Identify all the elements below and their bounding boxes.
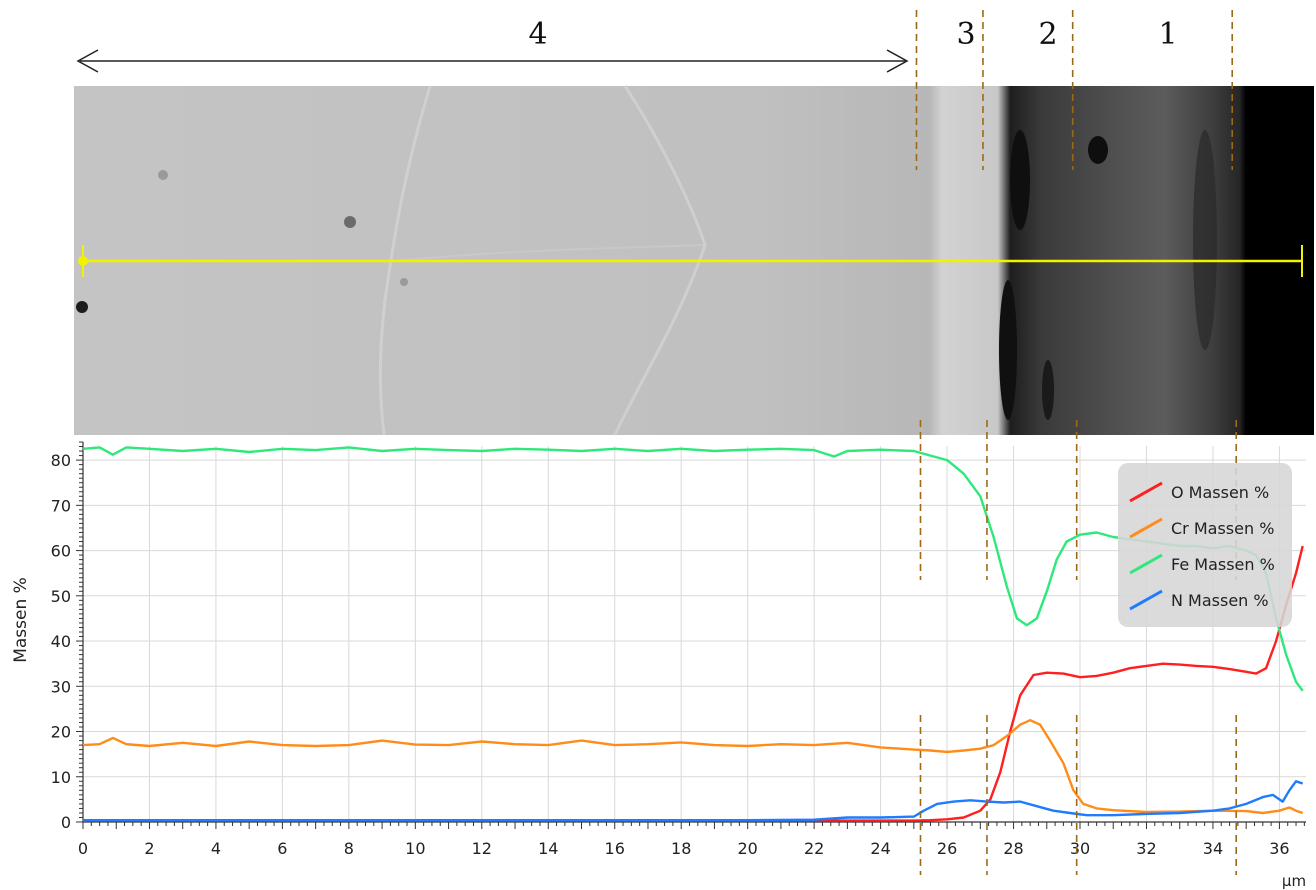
x-tick-label: 36: [1269, 839, 1289, 858]
chart-grid: [82, 446, 1306, 823]
legend-label-n: N Massen %: [1171, 591, 1269, 610]
pore-spot: [76, 301, 88, 313]
series-line-o: [83, 545, 1304, 822]
sem-micrograph: [74, 10, 1314, 436]
pore-spot: [158, 170, 168, 180]
y-tick-label: 40: [51, 632, 71, 651]
y-tick-label: 80: [51, 451, 71, 470]
chart-axes: 0 2 4 6 8 10 12 14 16 18 20 22 24 26 28 30 32 34 360102030…: [51, 441, 1306, 858]
legend-label-cr: Cr Massen %: [1171, 519, 1274, 538]
grain-boundary-cross: [384, 244, 706, 263]
x-tick-label: 30: [1070, 839, 1090, 858]
legend-label-o: O Massen %: [1171, 483, 1269, 502]
x-axis-label: µm: [1282, 872, 1306, 890]
zone-label-1: 1: [1158, 17, 1177, 52]
zone-label-4: 4: [528, 17, 547, 52]
grain-boundary-left: [378, 85, 432, 436]
y-axis-label: Massen %: [11, 577, 31, 663]
x-tick-label: 10: [405, 839, 425, 858]
pore-spot: [344, 216, 356, 228]
linescan-chart: 0 2 4 6 8 10 12 14 16 18 20 22 24 26 28 30 32 34 360102030…: [11, 420, 1306, 890]
linescan-start-point: [78, 256, 88, 266]
y-tick-label: 50: [51, 587, 71, 606]
micrograph-zone-boundaries: [915, 10, 1234, 170]
x-tick-label: 34: [1203, 839, 1223, 858]
y-tick-label: 0: [61, 813, 71, 832]
y-tick-label: 60: [51, 542, 71, 561]
oxide-void: [1010, 130, 1030, 230]
legend-swatch-fe: [1129, 553, 1163, 575]
y-tick-label: 30: [51, 677, 71, 696]
y-tick-label: 20: [51, 723, 71, 742]
x-tick-label: 8: [344, 839, 354, 858]
legend-swatch-n: [1129, 589, 1163, 611]
x-tick-label: 0: [78, 839, 88, 858]
x-tick-label: 20: [737, 839, 757, 858]
x-tick-label: 12: [472, 839, 492, 858]
x-tick-label: 18: [671, 839, 691, 858]
legend-swatch-cr: [1129, 517, 1163, 539]
x-tick-label: 16: [605, 839, 625, 858]
chart-legend: O Massen % Cr Massen % Fe Massen % N Massen…: [1118, 463, 1292, 627]
x-tick-label: 4: [211, 839, 221, 858]
legend-label-fe: Fe Massen %: [1171, 555, 1275, 574]
oxide-void: [1193, 130, 1217, 350]
y-tick-label: 70: [51, 496, 71, 515]
x-tick-label: 14: [538, 839, 558, 858]
x-tick-label: 32: [1136, 839, 1156, 858]
oxide-void: [999, 280, 1017, 420]
zone-label-2: 2: [1038, 17, 1057, 52]
legend-swatch-o: [1129, 481, 1163, 503]
zone-4-arrow-right-head: [886, 49, 909, 73]
x-tick-label: 2: [144, 839, 154, 858]
legend-box: [1118, 463, 1292, 627]
x-tick-label: 24: [870, 839, 890, 858]
pore-spot: [400, 278, 408, 286]
x-tick-label: 22: [804, 839, 824, 858]
series-line-n: [83, 780, 1304, 822]
x-tick-label: 6: [277, 839, 287, 858]
x-tick-label: 28: [1003, 839, 1023, 858]
x-tick-label: 26: [937, 839, 957, 858]
oxide-void: [1042, 360, 1054, 420]
zone-4-arrow-left-head: [76, 49, 99, 73]
oxide-void: [1088, 136, 1108, 164]
zone-label-3: 3: [956, 17, 975, 52]
zone-header: 4 3 2 1: [76, 17, 1178, 73]
series-line-cr: [82, 719, 1304, 815]
y-tick-label: 10: [51, 768, 71, 787]
